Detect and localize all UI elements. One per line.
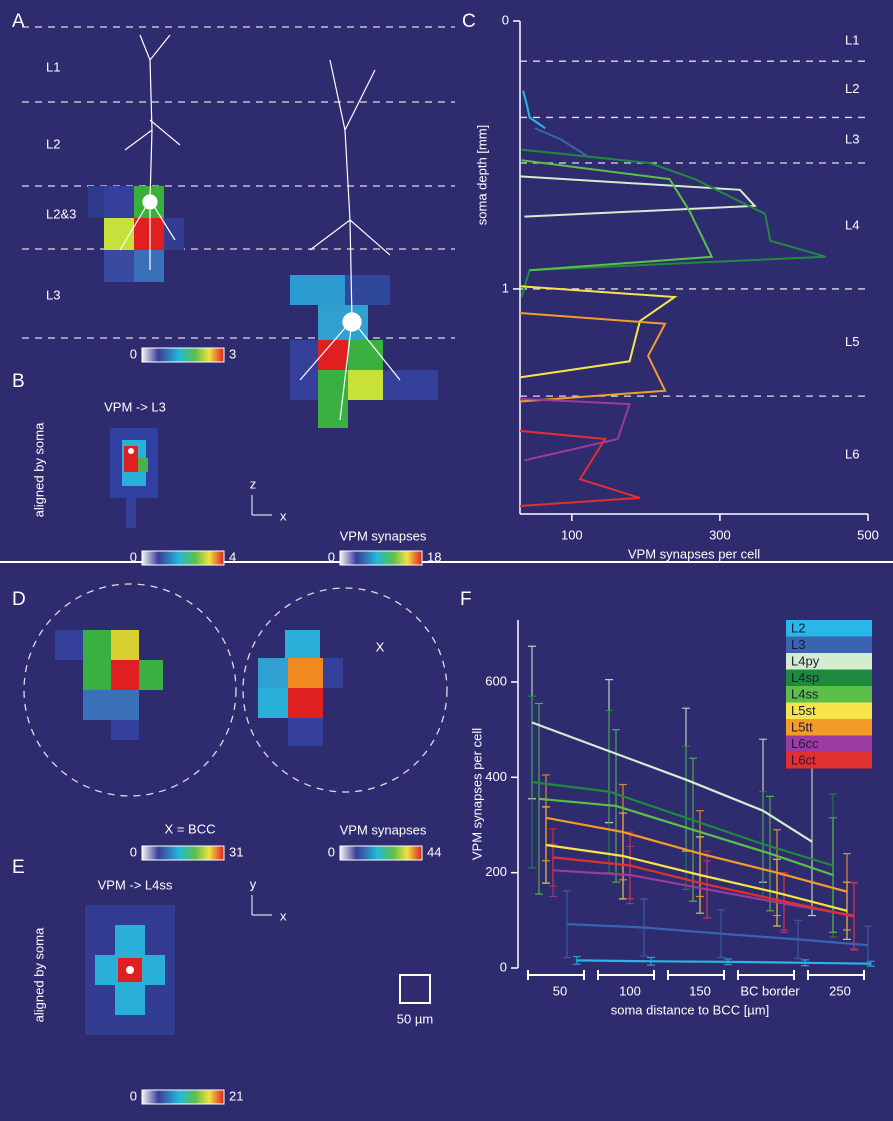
x-tick-label: 300 bbox=[709, 527, 731, 542]
axis-indicator-label: y bbox=[250, 876, 257, 891]
heatmap bbox=[85, 905, 175, 1035]
colorbar-max: 4 bbox=[229, 549, 236, 564]
x-tick-label: 500 bbox=[857, 527, 879, 542]
layer-label: L3 bbox=[845, 132, 859, 147]
panel-label: C bbox=[462, 11, 476, 32]
layer-label: L4 bbox=[845, 217, 859, 232]
colorbar bbox=[142, 551, 224, 565]
x-axis-label: VPM synapses per cell bbox=[628, 546, 760, 561]
colorbar bbox=[142, 846, 224, 860]
panel-title: VPM -> L3 bbox=[104, 399, 166, 414]
colorbar-max: 3 bbox=[229, 346, 236, 361]
colorbar bbox=[340, 846, 422, 860]
layer-label: L2&3 bbox=[46, 206, 76, 221]
legend-label: L6ct bbox=[791, 753, 816, 768]
y-tick-label: 0 bbox=[500, 959, 507, 974]
legend-label: L4py bbox=[791, 654, 820, 669]
x-tick-label: 150 bbox=[689, 983, 711, 998]
legend-label: L6cc bbox=[791, 736, 819, 751]
side-label: aligned by soma bbox=[31, 422, 46, 517]
axis-indicator-label: z bbox=[250, 476, 257, 491]
panel-label: E bbox=[12, 857, 25, 878]
axis-indicator-label: x bbox=[280, 908, 287, 923]
colorbar bbox=[142, 348, 224, 362]
legend-label: L4ss bbox=[791, 687, 819, 702]
colorbar-max: 21 bbox=[229, 1088, 243, 1103]
colorbar-min: 0 bbox=[130, 549, 137, 564]
colorbar-min: 0 bbox=[328, 844, 335, 859]
axis-indicator-label: x bbox=[280, 508, 287, 523]
layer-label: L6 bbox=[845, 446, 859, 461]
x-tick-label: 100 bbox=[619, 983, 641, 998]
colorbar bbox=[340, 551, 422, 565]
note: X = BCC bbox=[165, 821, 216, 836]
legend-label: L2 bbox=[791, 621, 805, 636]
colorbar-min: 0 bbox=[328, 549, 335, 564]
x-tick-label: 250 bbox=[829, 983, 851, 998]
x-tick-label: 50 bbox=[553, 983, 567, 998]
side-label: aligned by soma bbox=[31, 927, 46, 1022]
figure: A L1 L2 L2&3 L3 0 3 B VPM -> L3 aligned … bbox=[0, 0, 893, 1121]
layer-label: L3 bbox=[46, 287, 60, 302]
y-tick-label: 600 bbox=[485, 673, 507, 688]
panel-label: B bbox=[12, 371, 25, 392]
y-axis-label: soma depth [mm] bbox=[474, 125, 489, 225]
colorbar-min: 0 bbox=[130, 1088, 137, 1103]
colorbar-max: 44 bbox=[427, 844, 441, 859]
scale-bar-label: 50 µm bbox=[397, 1011, 433, 1026]
y-tick-label: 200 bbox=[485, 864, 507, 879]
colorbar-title: VPM synapses bbox=[340, 822, 427, 837]
x-tick-label: 100 bbox=[561, 527, 583, 542]
colorbar-max: 18 bbox=[427, 549, 441, 564]
legend-label: L5st bbox=[791, 703, 816, 718]
bcc-marker: X bbox=[376, 639, 385, 654]
panel-label: A bbox=[12, 11, 25, 32]
colorbar-title: VPM synapses bbox=[340, 528, 427, 543]
x-axis-label: soma distance to BCC [µm] bbox=[611, 1002, 770, 1017]
layer-label: L2 bbox=[845, 81, 859, 96]
y-tick-label: 0 bbox=[502, 12, 509, 27]
y-tick-label: 400 bbox=[485, 769, 507, 784]
colorbar-min: 0 bbox=[130, 346, 137, 361]
colorbar bbox=[142, 1090, 224, 1104]
legend-label: L4sp bbox=[791, 670, 819, 685]
layer-label: L5 bbox=[845, 334, 859, 349]
panel-title: VPM -> L4ss bbox=[98, 877, 173, 892]
legend-label: L5tt bbox=[791, 720, 813, 735]
colorbar-min: 0 bbox=[130, 844, 137, 859]
x-tick-label: BC border bbox=[740, 983, 800, 998]
y-tick-label: 1 bbox=[502, 280, 509, 295]
layer-label: L2 bbox=[46, 136, 60, 151]
layer-label: L1 bbox=[46, 59, 60, 74]
legend-label: L3 bbox=[791, 637, 805, 652]
y-axis-label: VPM synapses per cell bbox=[469, 728, 484, 860]
colorbar-max: 31 bbox=[229, 844, 243, 859]
panel-label: D bbox=[12, 589, 26, 610]
panel-label: F bbox=[460, 589, 472, 610]
layer-label: L1 bbox=[845, 33, 859, 48]
